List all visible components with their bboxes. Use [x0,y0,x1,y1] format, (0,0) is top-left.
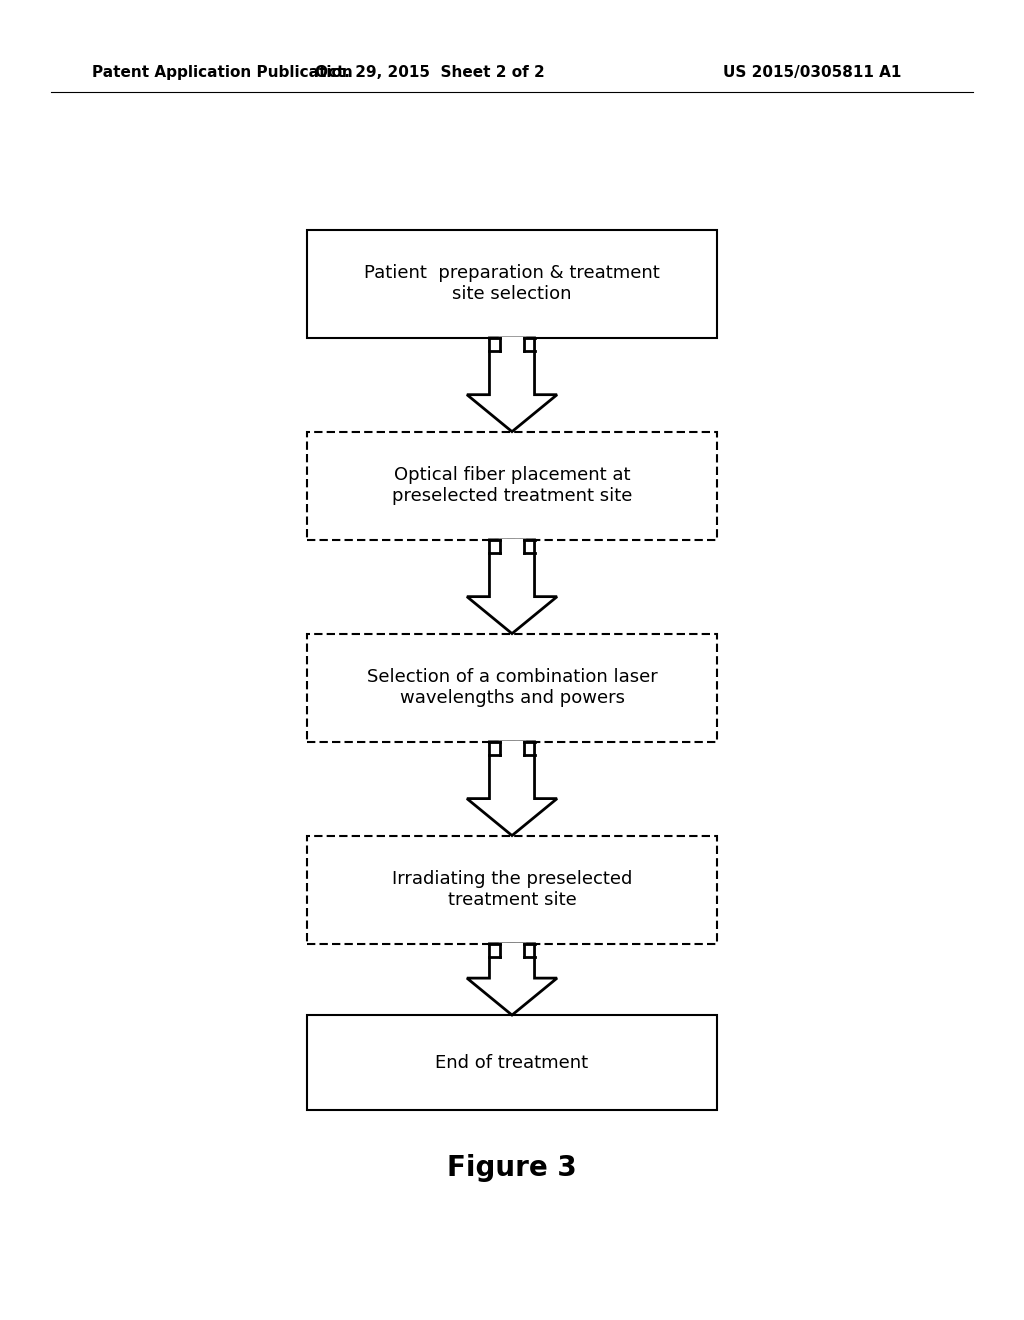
Text: Selection of a combination laser
wavelengths and powers: Selection of a combination laser wavelen… [367,668,657,708]
Polygon shape [467,944,557,1015]
Polygon shape [467,742,557,836]
Text: End of treatment: End of treatment [435,1053,589,1072]
Text: Irradiating the preselected
treatment site: Irradiating the preselected treatment si… [392,870,632,909]
Text: Optical fiber placement at
preselected treatment site: Optical fiber placement at preselected t… [392,466,632,506]
Text: Patient  preparation & treatment
site selection: Patient preparation & treatment site sel… [365,264,659,304]
FancyBboxPatch shape [307,230,717,338]
Text: Patent Application Publication: Patent Application Publication [92,65,353,81]
Polygon shape [467,338,557,432]
Text: US 2015/0305811 A1: US 2015/0305811 A1 [723,65,901,81]
FancyBboxPatch shape [307,432,717,540]
Polygon shape [467,540,557,634]
FancyBboxPatch shape [307,836,717,944]
FancyBboxPatch shape [307,634,717,742]
Text: Figure 3: Figure 3 [447,1154,577,1183]
FancyBboxPatch shape [307,1015,717,1110]
Text: Oct. 29, 2015  Sheet 2 of 2: Oct. 29, 2015 Sheet 2 of 2 [315,65,545,81]
